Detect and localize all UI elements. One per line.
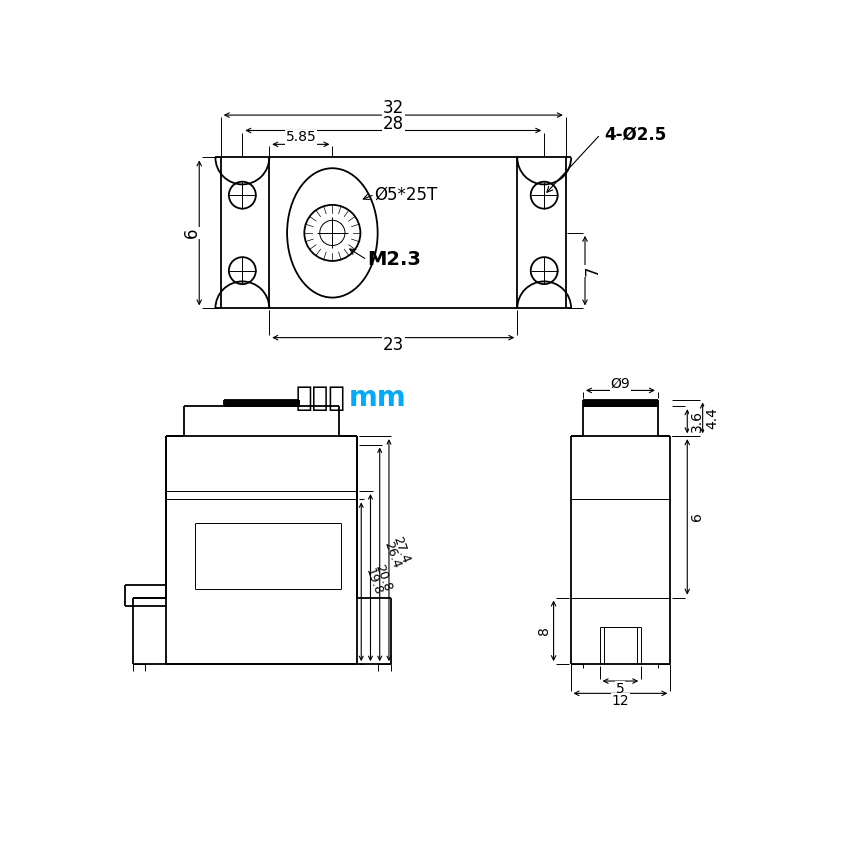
Text: Ø9: Ø9 (610, 377, 631, 390)
Text: M2.3: M2.3 (367, 251, 421, 269)
Text: 26.4: 26.4 (382, 539, 403, 570)
Text: 单位：: 单位： (296, 384, 346, 412)
Text: 7: 7 (584, 265, 602, 276)
Text: 4-Ø2.5: 4-Ø2.5 (604, 125, 666, 144)
Text: 27.4: 27.4 (390, 535, 412, 565)
Text: 12: 12 (612, 694, 629, 708)
Text: 20.8: 20.8 (372, 563, 394, 593)
Text: 6: 6 (183, 228, 201, 238)
Text: 28: 28 (382, 115, 404, 133)
Text: 5: 5 (616, 682, 625, 696)
Text: 3.6: 3.6 (689, 411, 704, 433)
Text: 4.4: 4.4 (705, 407, 719, 429)
Text: 19.8: 19.8 (363, 566, 384, 597)
Text: 32: 32 (382, 99, 404, 117)
Text: 23: 23 (382, 337, 404, 354)
Text: 8: 8 (537, 626, 552, 635)
Text: 6: 6 (689, 513, 704, 521)
Text: mm: mm (348, 384, 406, 412)
Text: Ø5*25T: Ø5*25T (375, 185, 438, 203)
Text: 5.85: 5.85 (286, 130, 316, 145)
